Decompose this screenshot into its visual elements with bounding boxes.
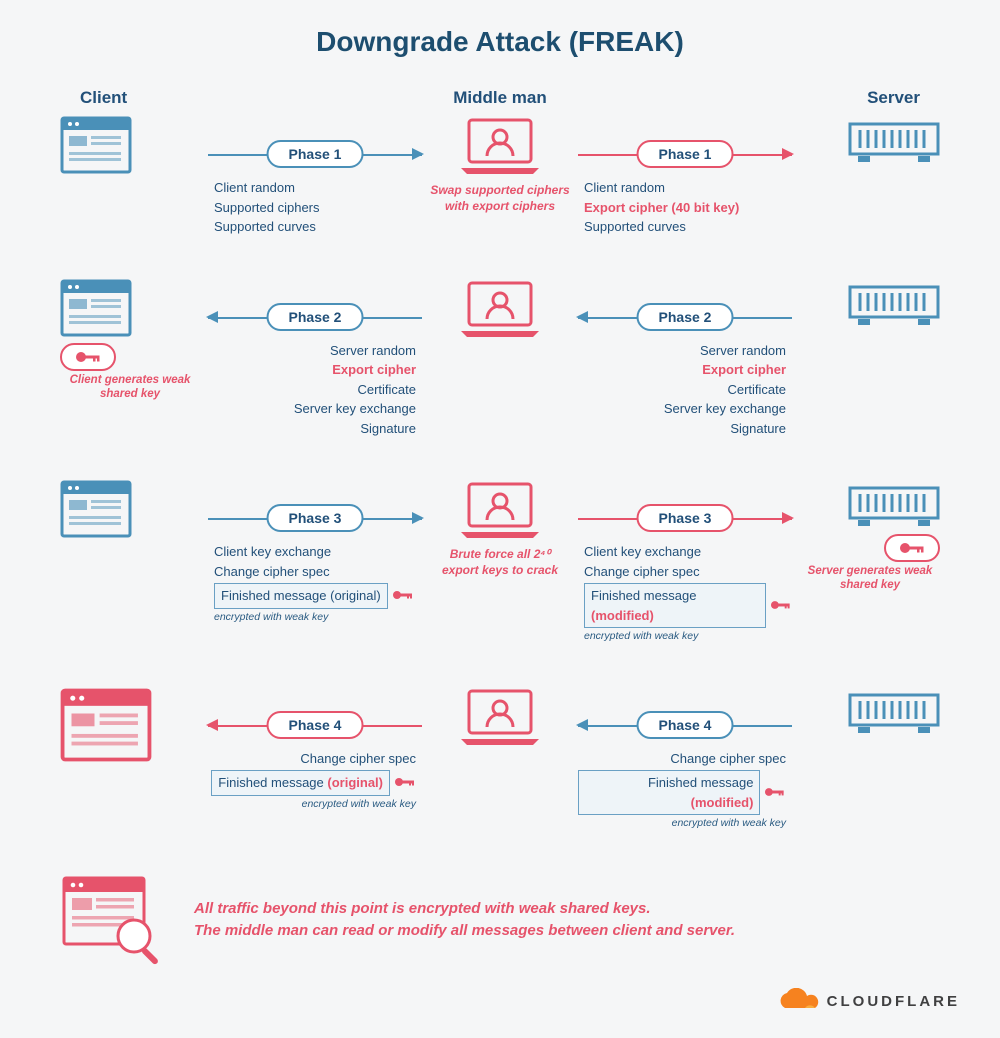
phase1-right-items: Client random Export cipher (40 bit key)…	[578, 174, 792, 237]
phase-label: Phase 4	[637, 711, 734, 739]
browser-icon	[60, 687, 152, 763]
phase4-row: Phase 4 Change cipher spec Finished mess…	[60, 687, 940, 832]
phase4-right-lane: Phase 4 Change cipher spec Finished mess…	[570, 687, 800, 832]
phase3-right-items: Client key exchange Change cipher spec F…	[578, 538, 792, 645]
brand-text: CLOUDFLARE	[827, 993, 960, 1010]
server-icon	[848, 480, 940, 528]
header-server: Server	[660, 88, 920, 108]
phase-label: Phase 3	[637, 504, 734, 532]
footer: All traffic beyond this point is encrypt…	[60, 874, 940, 966]
browser-icon	[60, 480, 132, 538]
column-headers: Client Middle man Server	[0, 58, 1000, 108]
server-node	[800, 279, 940, 327]
phase1-left-items: Client random Supported ciphers Supporte…	[208, 174, 422, 237]
phase4-right-items: Change cipher spec Finished message (mod…	[578, 745, 792, 832]
phase4-left-items: Change cipher spec Finished message (ori…	[208, 745, 422, 813]
phase-label: Phase 3	[267, 504, 364, 532]
key-icon	[60, 343, 116, 371]
server-key-caption: Server generates weak shared key	[800, 564, 940, 593]
browser-icon	[60, 116, 132, 174]
browser-icon	[60, 279, 132, 337]
attacker-node	[430, 687, 570, 747]
phase2-row: Client generates weak shared key Phase 2…	[60, 279, 940, 439]
server-node	[800, 687, 940, 735]
footer-line1: All traffic beyond this point is encrypt…	[194, 898, 735, 921]
laptop-icon	[457, 480, 543, 540]
phase-label: Phase 1	[637, 140, 734, 168]
phase2-right-items: Server random Export cipher Certificate …	[578, 337, 792, 439]
phase2-left-items: Server random Export cipher Certificate …	[208, 337, 422, 439]
finished-box: Finished message (modified)	[578, 770, 760, 815]
phase3-row: Phase 3 Client key exchange Change ciphe…	[60, 480, 940, 645]
finished-box: Finished message (original)	[211, 770, 390, 796]
cloud-icon	[775, 988, 821, 1014]
client-node: Client generates weak shared key	[60, 279, 200, 402]
phase1-left-lane: Phase 1 Client random Supported ciphers …	[200, 116, 430, 237]
finished-box: Finished message (modified)	[584, 583, 766, 628]
server-node	[800, 116, 940, 164]
attacker-node: Brute force all 2⁴⁰ export keys to crack	[430, 480, 570, 578]
attacker-node: Swap supported ciphers with export ciphe…	[430, 116, 570, 214]
diagram-body: Phase 1 Client random Supported ciphers …	[0, 108, 1000, 832]
client-node	[60, 116, 200, 174]
phase3-left-lane: Phase 3 Client key exchange Change ciphe…	[200, 480, 430, 625]
phase-label: Phase 2	[267, 303, 364, 331]
finished-box: Finished message (original)	[214, 583, 388, 609]
attacker-note: Brute force all 2⁴⁰ export keys to crack	[430, 546, 570, 578]
phase1-row: Phase 1 Client random Supported ciphers …	[60, 116, 940, 237]
brand-logo: CLOUDFLARE	[775, 988, 960, 1014]
server-node: Server generates weak shared key	[800, 480, 940, 593]
attacker-note: Swap supported ciphers with export ciphe…	[430, 182, 570, 214]
phase3-right-lane: Phase 3 Client key exchange Change ciphe…	[570, 480, 800, 645]
phase-label: Phase 1	[267, 140, 364, 168]
phase2-left-lane: Phase 2 Server random Export cipher Cert…	[200, 279, 430, 439]
server-icon	[848, 116, 940, 164]
phase-label: Phase 4	[267, 711, 364, 739]
phase3-left-items: Client key exchange Change cipher spec F…	[208, 538, 422, 625]
server-icon	[848, 687, 940, 735]
laptop-icon	[457, 116, 543, 176]
server-icon	[848, 279, 940, 327]
page-title: Downgrade Attack (FREAK)	[0, 0, 1000, 58]
laptop-icon	[457, 687, 543, 747]
key-icon	[764, 785, 786, 799]
magnify-browser-icon	[60, 874, 170, 966]
phase-label: Phase 2	[637, 303, 734, 331]
header-client: Client	[80, 88, 340, 108]
laptop-icon	[457, 279, 543, 339]
phase2-right-lane: Phase 2 Server random Export cipher Cert…	[570, 279, 800, 439]
header-middle: Middle man	[370, 88, 630, 108]
footer-line2: The middle man can read or modify all me…	[194, 920, 735, 943]
client-node	[60, 687, 200, 763]
key-icon	[884, 534, 940, 562]
attacker-node	[430, 279, 570, 339]
key-icon	[392, 588, 414, 602]
phase1-right-lane: Phase 1 Client random Export cipher (40 …	[570, 116, 800, 237]
client-key-caption: Client generates weak shared key	[60, 373, 200, 402]
phase4-left-lane: Phase 4 Change cipher spec Finished mess…	[200, 687, 430, 813]
key-icon	[770, 598, 792, 612]
key-icon	[394, 775, 416, 789]
client-node	[60, 480, 200, 538]
